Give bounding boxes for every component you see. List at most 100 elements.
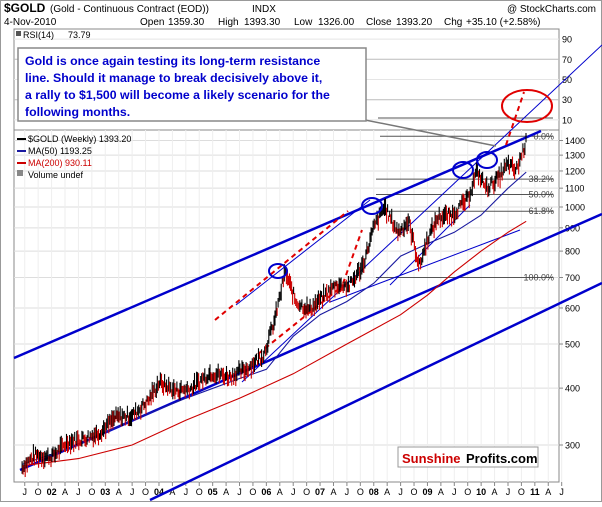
y-tick-label: 1000 <box>565 203 585 213</box>
x-tick-label: 03 <box>100 487 110 497</box>
x-tick-label: 10 <box>476 487 486 497</box>
x-tick-label: J <box>237 487 242 497</box>
y-tick-label: 400 <box>565 384 580 394</box>
x-tick-label: 08 <box>369 487 379 497</box>
x-tick-label: 06 <box>261 487 271 497</box>
x-tick-label: J <box>559 487 564 497</box>
x-tick-label: 09 <box>422 487 432 497</box>
brand-part1: Sunshine <box>402 451 461 466</box>
high-label: High <box>218 17 239 28</box>
x-tick-label: A <box>545 487 551 497</box>
legend-ma200-swatch <box>17 162 26 164</box>
chart-date: 4-Nov-2010 <box>4 17 57 28</box>
legend-ma200: MA(200) 930.11 <box>28 158 92 168</box>
moving-averages <box>21 171 527 467</box>
annotation-line-2: line. Should it manage to break decisive… <box>25 71 322 85</box>
y-tick-label: 500 <box>565 340 580 350</box>
x-tick-label: O <box>249 487 256 497</box>
x-tick-label: O <box>142 487 149 497</box>
x-tick-label: J <box>345 487 350 497</box>
rsi-scale: 90 70 50 30 10 <box>562 35 572 126</box>
y-tick-label: 300 <box>565 441 580 451</box>
low-value: 1326.00 <box>318 17 355 28</box>
chart-source: @ StockCharts.com <box>507 4 596 15</box>
x-tick-label: O <box>411 487 418 497</box>
x-tick-label: 02 <box>47 487 57 497</box>
dashed-trend-3 <box>339 229 363 293</box>
price-bars <box>21 133 527 477</box>
annotation-pointer <box>359 118 497 147</box>
x-tick-label: A <box>116 487 122 497</box>
close-value: 1393.20 <box>396 17 433 28</box>
highlight-circle-2009 <box>452 161 474 179</box>
x-tick-label: J <box>22 487 27 497</box>
x-tick-label: O <box>88 487 95 497</box>
x-axis: J O 02 A J O 03 A J O 04 A J O 05 A J O 06 A J O 07 A J O 08 A J O 09 A… <box>22 482 564 497</box>
y-tick-label: 1300 <box>565 151 585 161</box>
dashed-trend-2 <box>257 283 346 355</box>
x-tick-label: J <box>291 487 296 497</box>
x-tick-label: 07 <box>315 487 325 497</box>
x-tick-label: O <box>518 487 525 497</box>
legend-ma50: MA(50) 1193.25 <box>28 146 92 156</box>
y-tick-label: 800 <box>565 247 580 257</box>
x-tick-label: O <box>196 487 203 497</box>
y-tick-label: 1400 <box>565 136 585 146</box>
chart-symbol: $GOLD <box>4 1 46 15</box>
fib-label: 100.0% <box>523 273 554 283</box>
rsi-scale-label: 50 <box>562 75 572 85</box>
price-legend: $GOLD (Weekly) 1393.20 MA(50) 1193.25 MA… <box>17 134 131 180</box>
legend-ma50-swatch <box>17 150 26 152</box>
x-tick-label: A <box>384 487 390 497</box>
highlight-circle-2008 <box>361 197 383 215</box>
rsi-scale-label: 70 <box>562 55 572 65</box>
x-tick-label: O <box>35 487 42 497</box>
x-tick-label: J <box>506 487 511 497</box>
fibonacci-levels: 0.0% 38.2% 50.0% 61.8% 100.0% <box>376 117 554 283</box>
annotation-line-4: following months. <box>25 105 130 119</box>
x-tick-label: O <box>357 487 364 497</box>
y-tick-label: 600 <box>565 303 580 313</box>
fib-label: 0.0% <box>533 131 554 141</box>
x-tick-label: 11 <box>530 487 540 497</box>
annotation-line-3: a rally to $1,500 will become a likely s… <box>25 88 330 102</box>
y-tick-label: 1100 <box>565 184 584 194</box>
low-label: Low <box>294 17 313 28</box>
rsi-scale-label: 10 <box>562 115 572 125</box>
legend-price: $GOLD (Weekly) 1393.20 <box>28 134 131 144</box>
chart-exchange: INDX <box>252 4 276 15</box>
inner-channel-line-1 <box>235 199 371 306</box>
ma200-line <box>22 220 527 467</box>
x-tick-label: A <box>438 487 444 497</box>
annotation-callout: Gold is once again testing its long-term… <box>17 47 497 147</box>
brand-logo: Sunshine Profits.com <box>397 446 539 468</box>
rsi-value: 73.79 <box>68 30 91 40</box>
rsi-scale-label: 90 <box>562 35 572 45</box>
rsi-legend-swatch <box>16 31 21 36</box>
y-tick-label: 700 <box>565 273 580 283</box>
highlight-circles <box>268 89 553 279</box>
rsi-label: RSI(14) <box>23 30 54 40</box>
chg-value: +35.10 (+2.58%) <box>466 17 541 28</box>
x-tick-label: A <box>330 487 336 497</box>
x-tick-label: A <box>492 487 498 497</box>
rsi-scale-label: 30 <box>562 95 572 105</box>
legend-volume: Volume undef <box>28 170 84 180</box>
high-value: 1393.30 <box>244 17 281 28</box>
target-ellipse-1500 <box>501 89 553 123</box>
highlight-circle-2010 <box>476 151 498 169</box>
chart-description: (Gold - Continuous Contract (EOD)) <box>50 4 209 15</box>
annotation-box <box>17 47 367 122</box>
legend-price-swatch <box>17 138 26 140</box>
highlight-circle-2006 <box>268 263 288 279</box>
x-tick-label: A <box>62 487 68 497</box>
fib-label: 61.8% <box>528 206 554 216</box>
legend-volume-swatch <box>17 170 23 176</box>
upper-channel-line <box>241 44 602 383</box>
x-tick-label: J <box>452 487 457 497</box>
dashed-trend-4 <box>505 91 525 146</box>
annotation-line-1: Gold is once again testing its long-term… <box>25 54 320 68</box>
x-tick-label: O <box>303 487 310 497</box>
